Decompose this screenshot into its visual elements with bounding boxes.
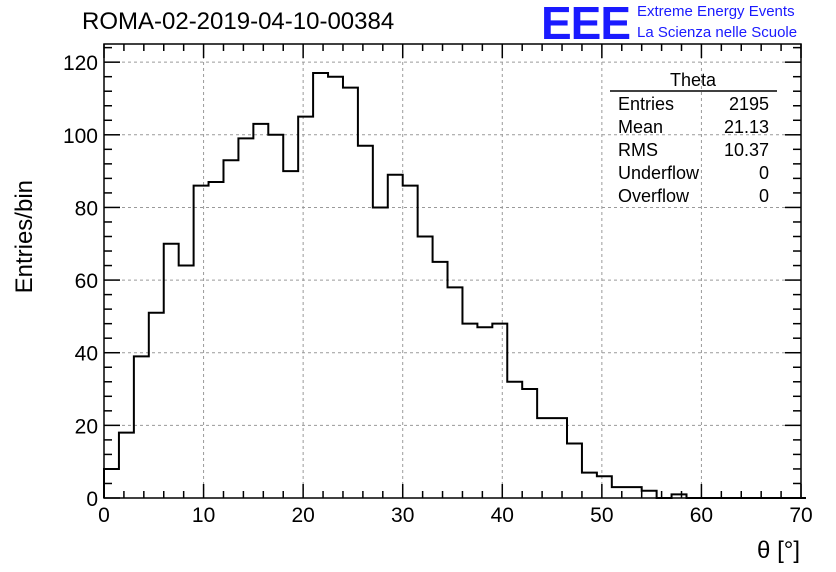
stats-row-label: Entries [618,94,674,114]
y-tick-labels: 0 20 40 60 80 100 120 [63,52,98,511]
histogram-line [103,72,806,499]
x-tick-label: 60 [690,504,713,527]
eee-logo: EEE [541,0,631,49]
x-tick-label: 70 [789,504,812,527]
x-tick-label: 20 [291,504,314,527]
x-tick-labels: 0 10 20 30 40 50 60 70 [98,504,813,527]
stats-title: Theta [670,70,717,90]
y-tick-label: 40 [75,343,98,366]
x-tick-label: 10 [192,504,215,527]
x-tick-label: 50 [590,504,613,527]
stats-row-label: RMS [618,140,658,160]
stats-row-label: Underflow [618,163,700,183]
logo-line-2: La Scienza nelle Scuole [637,24,798,41]
logo-line-1: Extreme Energy Events [637,3,795,20]
plot-title: ROMA-02-2019-04-10-00384 [82,8,395,35]
stats-row-value: 21.13 [724,117,769,137]
stats-row-value: 10.37 [724,140,769,160]
y-tick-label: 60 [75,270,98,293]
x-axis-label: θ [°] [757,537,800,564]
grid-lines [104,44,801,498]
y-axis-label: Entries/bin [11,180,38,293]
stats-row-label: Overflow [618,186,690,206]
y-tick-label: 0 [86,488,98,511]
x-tick-label: 0 [98,504,110,527]
stats-row-value: 0 [759,163,769,183]
stats-box: Theta Entries 2195 Mean 21.13 RMS 10.37 Underf… [610,70,777,206]
axis-ticks [103,44,802,499]
x-tick-label: 30 [391,504,414,527]
plot-frame [103,43,802,499]
y-tick-label: 80 [75,197,98,220]
y-tick-label: 20 [75,415,98,438]
stats-row-label: Mean [618,117,663,137]
y-tick-label: 120 [63,52,98,75]
y-tick-label: 100 [63,125,98,148]
stats-row-value: 0 [759,186,769,206]
stats-row-value: 2195 [729,94,769,114]
x-tick-label: 40 [491,504,514,527]
